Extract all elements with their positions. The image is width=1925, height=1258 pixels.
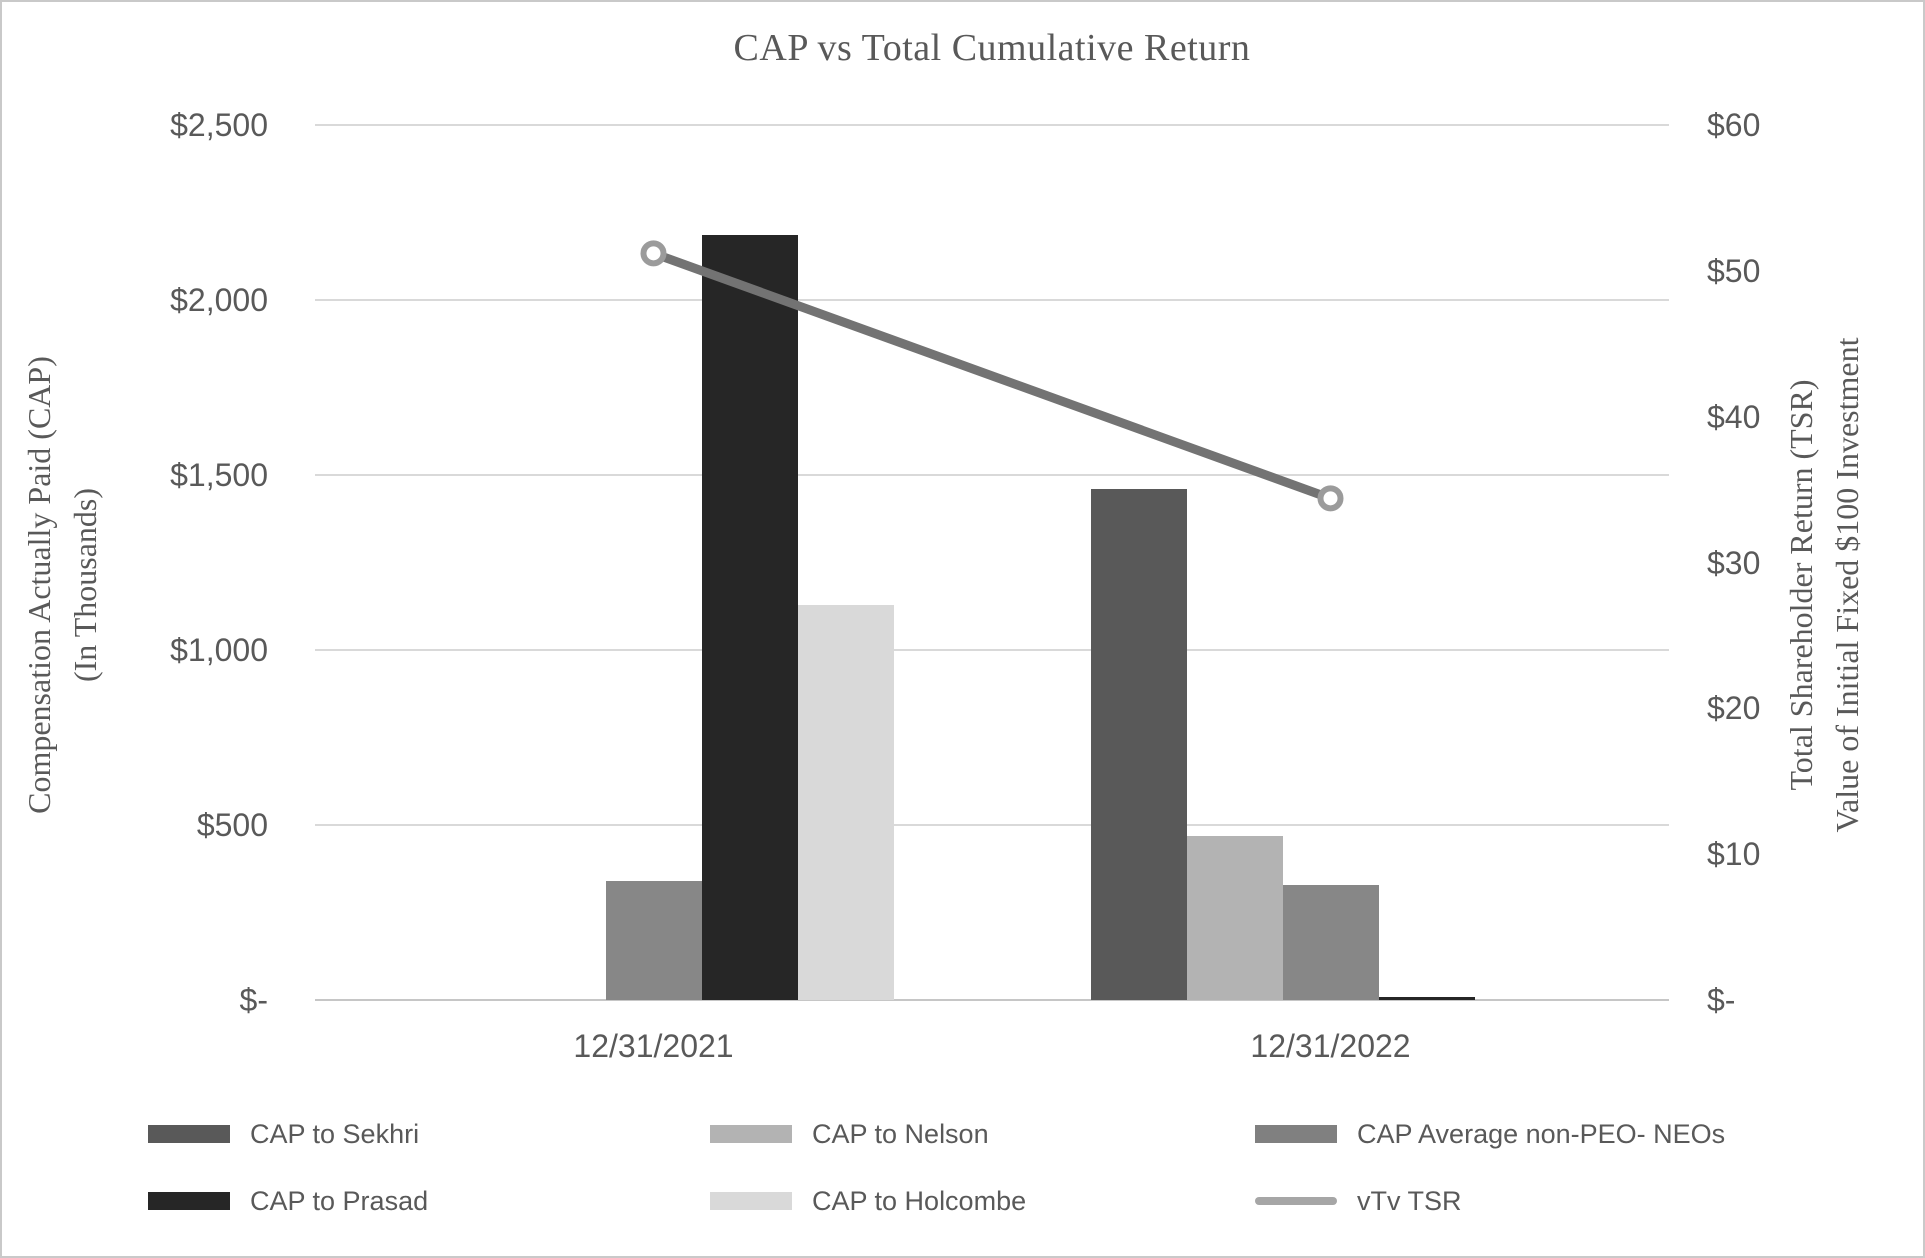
bar-cap-to-prasad-12-31-2022 <box>1378 996 1475 1000</box>
tsr-marker <box>1317 485 1344 512</box>
gridline <box>315 124 1669 126</box>
gridline <box>315 299 1669 301</box>
legend-swatch <box>1255 1125 1337 1143</box>
left-tick-label: $2,500 <box>170 107 268 143</box>
right-tick-label: $40 <box>1707 398 1761 435</box>
legend-swatch <box>710 1192 792 1210</box>
right-tick-label: $- <box>1707 982 1736 1018</box>
legend-entry-vtv-tsr: vTv TSR <box>1255 1179 1462 1223</box>
chart-title: CAP vs Total Cumulative Return <box>733 27 1251 69</box>
right-tick-label: $20 <box>1707 690 1761 727</box>
legend-swatch <box>710 1125 792 1143</box>
legend-label: CAP to Nelson <box>812 1118 989 1149</box>
legend-label: CAP to Sekhri <box>250 1118 420 1149</box>
bar-cap-to-sekhri-12-31-2022 <box>1090 489 1187 1000</box>
legend-entry-cap-to-sekhri: CAP to Sekhri <box>148 1112 419 1156</box>
gridline <box>315 649 1669 651</box>
tsr-line <box>649 248 1335 503</box>
legend-entry-cap-to-holcombe: CAP to Holcombe <box>710 1179 1026 1223</box>
gridline <box>315 824 1669 826</box>
bar-cap-to-prasad-12-31-2021 <box>701 235 798 1000</box>
right-tick-label: $30 <box>1707 544 1761 581</box>
legend-entry-cap-to-nelson: CAP to Nelson <box>710 1112 989 1156</box>
legend-label: CAP to Prasad <box>250 1185 429 1216</box>
gridline <box>315 474 1669 476</box>
left-tick-label: $500 <box>196 807 268 843</box>
bar-cap-to-holcombe-12-31-2021 <box>797 604 894 1000</box>
bar-cap-average-non-peo-neos-12-31-2021 <box>605 881 702 1000</box>
tsr-marker <box>640 240 667 267</box>
left-tick-label: $1,000 <box>170 632 268 668</box>
right-tick-label: $60 <box>1707 107 1761 143</box>
legend-label: vTv TSR <box>1357 1185 1462 1216</box>
right-tick-label: $10 <box>1707 836 1761 873</box>
right-tick-label: $50 <box>1707 252 1761 289</box>
legend-entry-cap-average-non-peo-neos: CAP Average non-PEO- NEOs <box>1255 1112 1725 1156</box>
legend-entry-cap-to-prasad: CAP to Prasad <box>148 1179 428 1223</box>
bar-cap-average-non-peo-neos-12-31-2022 <box>1282 884 1379 1000</box>
x-category-label: 12/31/2021 <box>573 1028 734 1064</box>
legend-swatch <box>148 1125 230 1143</box>
left-tick-label: $1,500 <box>170 457 268 493</box>
left-tick-label: $- <box>239 982 268 1018</box>
gridline <box>315 999 1669 1001</box>
legend-label: CAP Average non-PEO- NEOs <box>1357 1118 1726 1149</box>
bar-cap-to-nelson-12-31-2022 <box>1186 835 1283 1000</box>
legend-label: CAP to Holcombe <box>812 1185 1027 1216</box>
legend-swatch <box>148 1192 230 1210</box>
legend-swatch <box>1255 1197 1337 1205</box>
x-category-label: 12/31/2022 <box>1250 1028 1411 1064</box>
left-tick-label: $2,000 <box>170 282 268 318</box>
